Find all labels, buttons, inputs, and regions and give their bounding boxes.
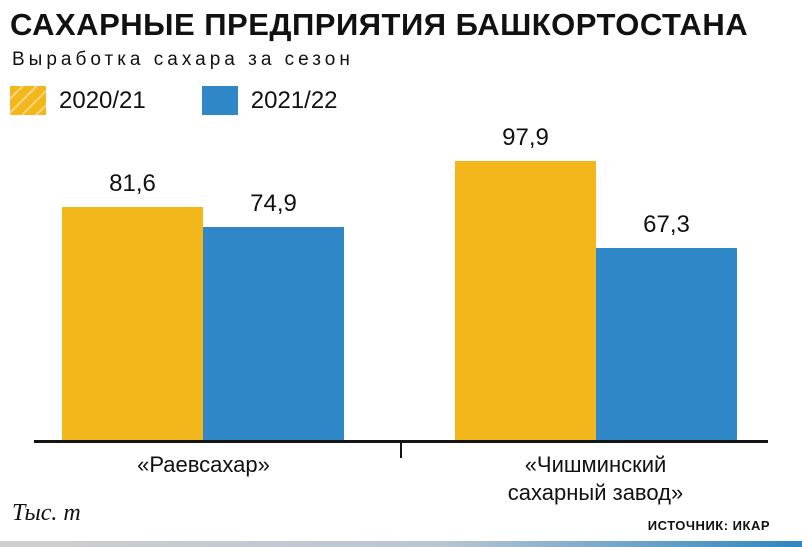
legend-label: 2020/21 (59, 86, 146, 114)
bar-value-label: 81,6 (109, 170, 156, 198)
axis-divider-tick (400, 443, 402, 458)
bar-column: 74,9 (203, 189, 344, 440)
bar-2020-21-raevsahar (62, 207, 203, 440)
plot-area: 81,6 74,9 97,9 67,3 (0, 124, 802, 440)
x-axis-line (34, 440, 768, 458)
category-labels: «Раевсахар» «Чишминский сахарный завод» (0, 443, 802, 506)
page-title: САХАРНЫЕ ПРЕДПРИЯТИЯ БАШКОРТОСТАНА (10, 7, 749, 42)
bar-value-label: 67,3 (643, 211, 690, 239)
legend-swatch-gold (10, 86, 46, 116)
bar-2020-21-chishminsky (455, 161, 596, 440)
bar-group-chishminsky: 97,9 67,3 (455, 124, 737, 440)
bar-value-label: 97,9 (502, 124, 549, 151)
legend-label: 2021/22 (250, 86, 338, 114)
bar-2021-22-chishminsky (596, 248, 737, 440)
source-label: ИСТОЧНИК: ИКАР (647, 518, 770, 533)
category-text: «Раевсахар» (137, 452, 270, 477)
bar-chart: 81,6 74,9 97,9 67,3 (0, 124, 802, 506)
bar-value-label: 74,9 (250, 189, 297, 217)
category-text: «Чишминский сахарный завод» (507, 452, 684, 505)
chart-legend: 2020/21 2021/22 (10, 86, 802, 116)
bar-column: 97,9 (455, 124, 596, 440)
category-label-chishminsky: «Чишминский сахарный завод» (454, 451, 737, 506)
legend-swatch-blue (201, 86, 238, 116)
bar-group-raevsahar: 81,6 74,9 (62, 170, 344, 440)
category-label-raevsahar: «Раевсахар» (62, 451, 345, 506)
bar-column: 67,3 (596, 211, 737, 440)
y-unit-label: Тыс. т (12, 500, 81, 526)
bottom-gradient-strip (0, 541, 802, 547)
legend-item-2020-21: 2020/21 (10, 86, 146, 116)
bar-column: 81,6 (62, 170, 203, 440)
page-subtitle: Выработка сахара за сезон (12, 49, 354, 71)
bar-2021-22-raevsahar (203, 226, 344, 440)
legend-item-2021-22: 2021/22 (201, 86, 338, 116)
